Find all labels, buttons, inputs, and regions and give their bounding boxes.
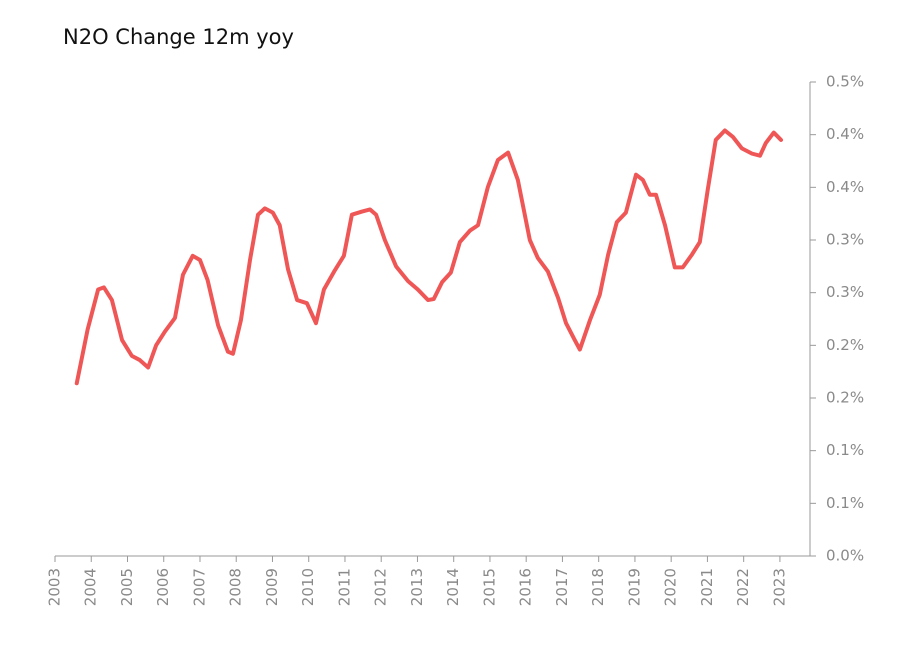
y-tick-label: 0.2%: [826, 336, 864, 354]
x-tick-label: 2012: [372, 568, 390, 606]
y-tick-label: 0.5%: [826, 73, 864, 91]
x-tick-label: 2016: [517, 568, 535, 606]
x-tick-label: 2007: [190, 568, 208, 606]
x-tick-label: 2011: [335, 568, 353, 606]
y-tick-label: 0.1%: [826, 441, 864, 459]
x-tick-label: 2006: [154, 568, 172, 606]
y-tick-label: 0.3%: [826, 231, 864, 249]
x-tick-label: 2009: [263, 568, 281, 606]
x-tick-label: 2010: [299, 568, 317, 606]
x-tick-label: 2022: [734, 568, 752, 606]
x-tick-label: 2015: [480, 568, 498, 606]
x-tick-label: 2014: [444, 568, 462, 606]
x-tick-label: 2008: [227, 568, 245, 606]
y-tick-label: 0.4%: [826, 178, 864, 196]
x-tick-label: 2003: [46, 568, 64, 606]
x-tick-label: 2004: [82, 568, 100, 606]
y-tick-label: 0.4%: [826, 125, 864, 143]
y-tick-label: 0.3%: [826, 283, 864, 301]
x-tick-label: 2021: [698, 568, 716, 606]
x-tick-label: 2018: [589, 568, 607, 606]
x-tick-label: 2020: [662, 568, 680, 606]
y-tick-label: 0.0%: [826, 547, 864, 565]
x-tick-label: 2013: [408, 568, 426, 606]
y-tick-label: 0.1%: [826, 494, 864, 512]
chart-title: N2O Change 12m yoy: [63, 25, 294, 49]
x-tick-label: 2005: [118, 568, 136, 606]
x-tick-label: 2023: [770, 568, 788, 606]
x-tick-label: 2017: [553, 568, 571, 606]
data-line: [74, 128, 784, 386]
x-tick-label: 2019: [625, 568, 643, 606]
y-tick-label: 0.2%: [826, 389, 864, 407]
